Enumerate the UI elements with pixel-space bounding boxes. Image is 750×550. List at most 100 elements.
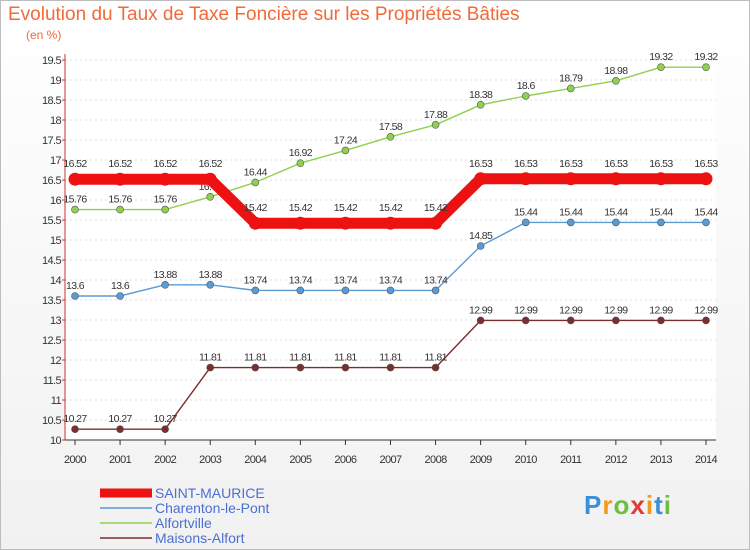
y-tick-label: 11 [51,395,62,407]
unit-label: (en %) [26,28,62,42]
data-label: 12.99 [649,304,673,316]
data-point [476,316,485,325]
data-label: 16.44 [244,166,268,178]
data-label: 18.38 [469,89,493,101]
data-label: 16.53 [649,158,673,170]
data-label: 17.58 [379,121,403,133]
x-tick-label: 2008 [425,454,448,466]
logo-letter: r [602,490,614,520]
data-label: 11.81 [199,352,222,364]
data-point [657,63,665,71]
data-point [386,363,395,372]
data-point [206,363,215,372]
data-label: 15.44 [649,206,673,218]
data-label: 16.53 [559,158,583,170]
data-point [474,172,488,186]
data-label: 16.52 [63,158,87,170]
data-point [293,216,307,230]
data-label: 11.81 [289,352,312,364]
x-tick-label: 2002 [154,454,177,466]
data-label: 13.88 [154,269,178,281]
data-label: 15.44 [514,206,538,218]
data-label: 15.42 [379,202,403,214]
x-tick-label: 2003 [199,454,222,466]
data-point [338,216,352,230]
data-label: 11.81 [379,352,402,364]
data-label: 15.76 [154,194,178,206]
data-label: 15.42 [244,202,268,214]
x-tick-label: 2010 [515,454,538,466]
data-label: 16.53 [469,158,493,170]
data-label: 15.44 [694,206,718,218]
data-label: 11.81 [424,352,447,364]
data-point [521,316,530,325]
data-point [431,121,440,129]
data-label: 18.98 [604,65,628,77]
y-tick-label: 19.5 [42,55,61,67]
data-label: 11.81 [334,352,357,364]
data-point [566,84,575,93]
legend-label-maisons-alfort: Maisons-Alfort [155,530,245,546]
x-tick-label: 2013 [650,454,673,466]
y-tick-label: 13.5 [42,295,61,307]
x-tick-label: 2000 [64,454,87,466]
data-point [68,172,82,186]
data-point [206,193,215,201]
data-point [521,92,530,100]
data-point [702,63,710,71]
data-point [384,216,397,230]
data-point [71,292,79,300]
data-label: 12.99 [514,304,538,316]
data-point [386,133,395,141]
y-tick-label: 10.5 [42,415,61,427]
data-label: 16.52 [108,158,132,170]
data-point [296,363,305,372]
data-point [71,425,79,434]
data-label: 15.42 [334,202,358,214]
data-point [431,363,440,372]
data-label: 13.88 [199,269,223,281]
data-point [161,425,169,434]
x-tick-label: 2004 [244,454,267,466]
data-label: 15.44 [559,206,583,218]
data-label: 13.74 [424,274,448,286]
data-point [702,316,710,325]
data-point [341,286,350,295]
data-label: 15.76 [63,194,87,206]
data-point [476,242,485,250]
data-point [71,205,79,214]
data-label: 15.42 [289,202,313,214]
data-label: 14.85 [469,230,493,242]
data-point [116,205,124,214]
logo-letter: P [584,490,603,520]
data-point [113,172,127,186]
data-label: 18.79 [559,72,583,84]
proxiti-logo: Proxiti [584,490,672,521]
data-point [341,363,350,372]
logo-letter: i [663,490,672,520]
data-point [657,316,665,325]
x-tick-label: 2007 [379,454,402,466]
y-tick-label: 17 [50,155,62,167]
data-label: 17.88 [424,109,448,121]
data-label: 13.6 [111,280,130,292]
data-label: 12.99 [469,304,493,316]
data-label: 13.6 [66,280,85,292]
data-label: 18.6 [517,80,536,92]
legend-label-charenton: Charenton-le-Pont [155,500,270,516]
y-tick-label: 16 [50,195,62,207]
y-tick-label: 16.5 [42,175,61,187]
data-label: 10.27 [108,413,132,425]
data-point [116,425,124,434]
legend-label-alfortville: Alfortville [155,515,212,531]
data-point [612,316,620,325]
data-point [476,101,485,109]
data-point [296,286,305,295]
data-label: 13.74 [289,274,313,286]
data-label: 16.92 [289,147,313,159]
data-label: 19.32 [649,51,673,63]
data-point [296,159,305,167]
data-label: 16.53 [514,158,538,170]
data-point [612,77,620,85]
